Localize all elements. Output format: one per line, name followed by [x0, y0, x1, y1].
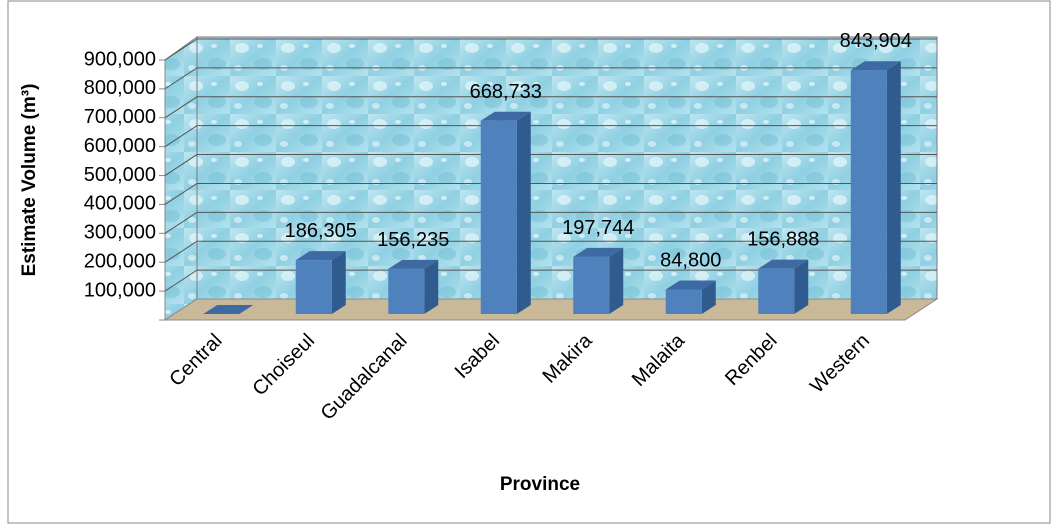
bar — [573, 247, 624, 314]
grid-line — [164, 182, 937, 205]
bar-side — [794, 259, 809, 314]
bar-top — [203, 305, 254, 314]
grid-line — [164, 67, 937, 90]
y-tick-label: 700,000 — [84, 106, 156, 128]
bar-top — [758, 259, 809, 269]
bar-front — [758, 268, 795, 314]
bar-side — [331, 251, 346, 314]
data-label: 156,235 — [377, 229, 449, 251]
data-label: 84,800 — [660, 250, 721, 272]
bar — [480, 111, 531, 315]
bar-side — [886, 61, 901, 315]
y-axis-title: Estimate Volume (m³) — [19, 84, 40, 277]
bar — [203, 305, 254, 314]
bar-top — [850, 61, 901, 71]
bar-front — [665, 289, 702, 314]
bar — [388, 259, 439, 314]
side-wall — [164, 36, 198, 321]
bar-side — [701, 280, 716, 314]
grid-line — [164, 154, 937, 176]
bar — [665, 280, 716, 314]
bar-side — [516, 111, 531, 315]
bar — [850, 61, 901, 315]
data-label: 197,744 — [562, 217, 634, 239]
y-tick-label: 100,000 — [84, 279, 156, 301]
x-axis-title: Province — [500, 474, 580, 495]
grid-line — [164, 96, 937, 119]
data-label: 186,305 — [285, 220, 357, 242]
bar-top — [573, 247, 624, 257]
y-tick-label: 900,000 — [84, 48, 156, 70]
grid-line — [164, 125, 937, 148]
bar-top — [388, 259, 439, 269]
bar-front — [480, 120, 517, 315]
data-label: 668,733 — [470, 81, 542, 103]
bar-top — [295, 251, 346, 261]
bar-top — [665, 280, 716, 290]
bar-front — [850, 70, 887, 315]
y-tick-label: 200,000 — [84, 251, 156, 273]
y-tick-label: 300,000 — [84, 222, 156, 244]
data-label: 156,888 — [747, 229, 819, 251]
bar — [295, 251, 346, 314]
bar-front — [295, 260, 332, 314]
y-tick-label: 800,000 — [84, 77, 156, 99]
grid-line — [164, 269, 937, 292]
data-label: 843,904 — [840, 30, 912, 52]
grid-line — [164, 38, 937, 61]
bar-front — [388, 268, 425, 314]
bar-side — [609, 247, 624, 314]
bar-side — [424, 259, 439, 314]
y-tick-label: 500,000 — [84, 164, 156, 186]
bar — [758, 259, 809, 314]
grid-line — [164, 211, 937, 234]
floor — [163, 298, 939, 321]
grid-line — [164, 240, 937, 263]
y-tick-label: 600,000 — [84, 135, 156, 157]
bar-front — [573, 256, 610, 314]
y-tick-label: 400,000 — [84, 193, 156, 215]
bar-top — [480, 111, 531, 121]
